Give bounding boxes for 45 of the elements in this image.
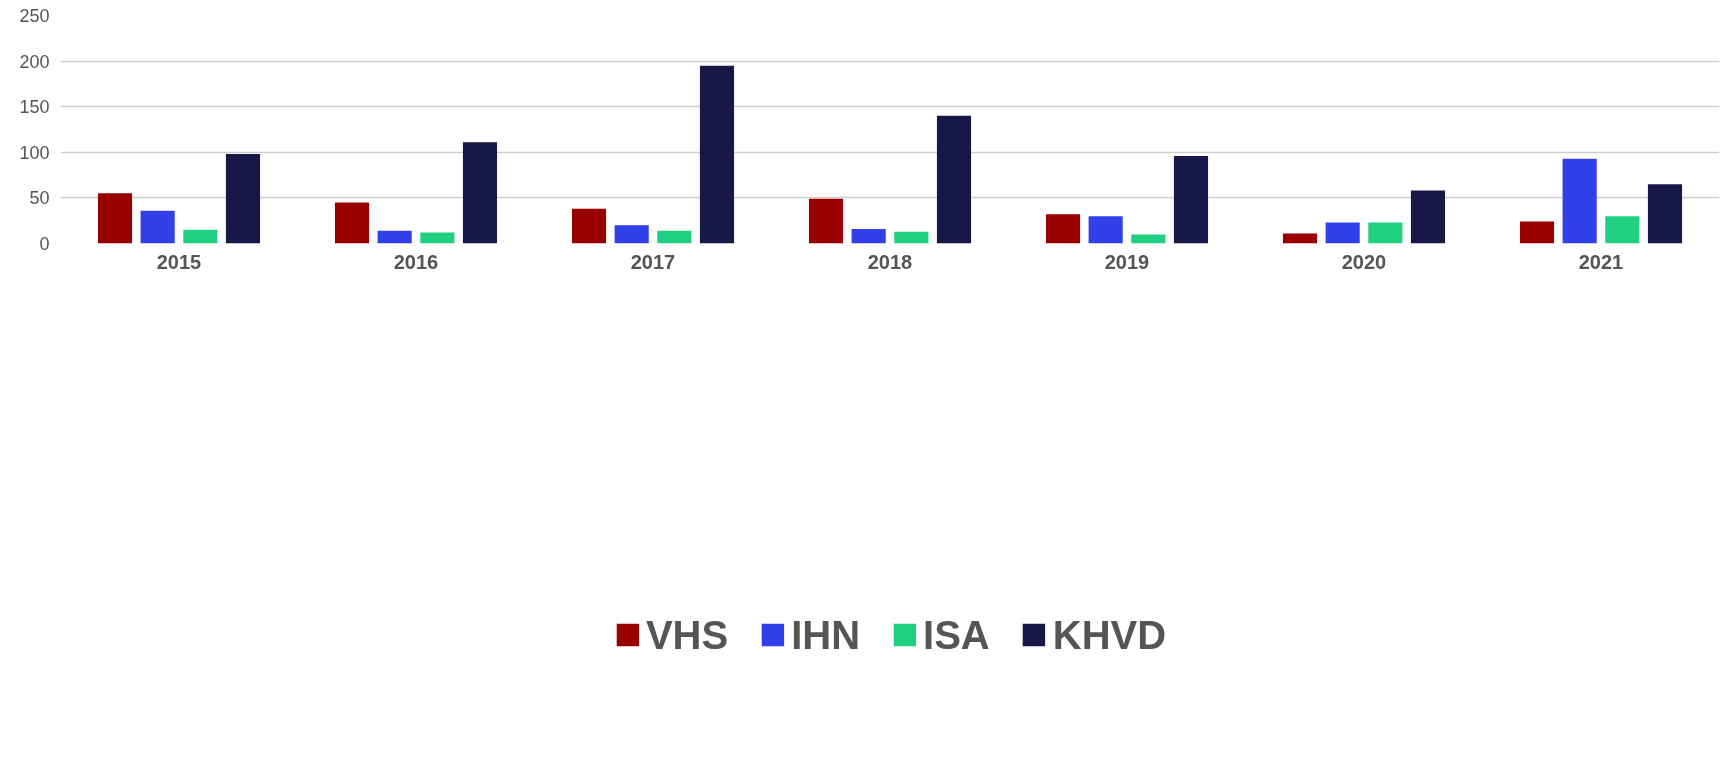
bar [1562,158,1597,244]
bar [1088,216,1123,244]
bar [894,231,929,244]
y-tick-label: 100 [19,142,50,163]
legend-label: ISA [923,612,990,658]
bar [1045,214,1081,244]
bar [1368,222,1403,244]
bar [851,228,886,244]
bar [571,208,607,244]
legend-label: KHVD [1052,612,1167,658]
y-tick-label: 50 [29,188,50,209]
x-tick-label: 2020 [1341,250,1387,273]
x-tick-label: 2016 [393,250,439,273]
bar [225,154,261,244]
bar [1410,190,1446,244]
bar [808,198,844,244]
y-tick-label: 0 [39,234,50,254]
y-tick-label: 250 [19,6,50,26]
bar [462,142,498,244]
bar [1519,221,1555,244]
x-tick-label: 2015 [156,250,202,273]
bar [699,65,735,244]
bar [614,225,649,244]
bar [97,193,133,244]
bar [140,210,175,244]
bar [1647,184,1683,244]
bar [377,230,412,244]
legend-label: VHS [645,612,729,658]
bar [334,202,370,244]
x-tick-label: 2018 [867,250,913,273]
x-tick-label: 2019 [1104,250,1150,273]
bar [1131,234,1166,244]
bar [657,230,692,244]
y-tick-label: 200 [19,51,50,72]
bar [1173,155,1209,244]
y-tick-label: 150 [19,97,50,118]
bar [1282,233,1318,244]
legend-label: IHN [791,612,861,658]
bar [1605,216,1640,244]
x-tick-label: 2021 [1578,250,1624,273]
bar [183,229,218,244]
bar [1325,222,1360,244]
x-tick-label: 2017 [630,250,676,273]
bar [936,115,972,244]
bar [420,232,455,244]
